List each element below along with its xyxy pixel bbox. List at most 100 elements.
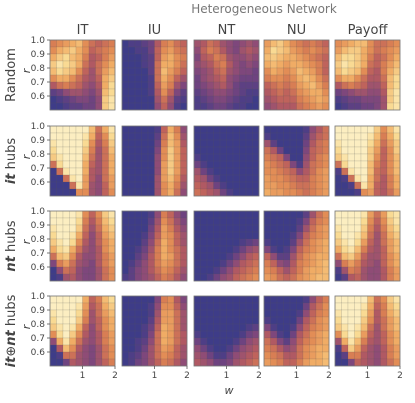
heatmap-cell xyxy=(347,181,355,190)
heatmap-cell xyxy=(154,351,162,360)
heatmap-cell xyxy=(245,330,253,339)
heatmap-cell xyxy=(322,139,330,148)
heatmap-cell xyxy=(180,238,188,247)
heatmap-cell xyxy=(270,323,278,332)
heatmap-cell xyxy=(315,132,323,141)
heatmap-cell xyxy=(309,95,317,104)
heatmap-cell xyxy=(232,316,240,325)
heatmap-cell xyxy=(101,102,109,111)
heatmap-cell xyxy=(386,60,394,69)
heatmap-cell xyxy=(128,259,136,268)
heatmap-cell xyxy=(82,174,90,183)
heatmap-cell xyxy=(101,295,109,304)
heatmap-cell xyxy=(315,358,323,367)
heatmap-cell xyxy=(334,125,342,134)
heatmap-cell xyxy=(180,224,188,233)
heatmap-cell xyxy=(108,316,116,325)
heatmap-cell xyxy=(354,330,362,339)
heatmap-cell xyxy=(88,167,96,176)
heatmap-cell xyxy=(141,60,149,69)
heatmap-cell xyxy=(62,174,70,183)
heatmap-cell xyxy=(160,337,168,346)
heatmap-cell xyxy=(232,238,240,247)
heatmap-cell xyxy=(69,217,77,226)
heatmap-cell xyxy=(160,160,168,169)
heatmap-cell xyxy=(380,81,388,90)
heatmap-cell xyxy=(309,210,317,219)
heatmap-cell xyxy=(386,146,394,155)
heatmap-cell xyxy=(232,146,240,155)
heatmap-cell xyxy=(101,259,109,268)
heatmap-cell xyxy=(347,252,355,261)
heatmap-cell xyxy=(393,344,401,353)
heatmap-cell xyxy=(154,217,162,226)
heatmap-cell xyxy=(167,217,175,226)
heatmap-cell xyxy=(56,245,64,254)
heatmap-cell xyxy=(226,95,234,104)
heatmap-cell xyxy=(213,337,221,346)
heatmap-cell xyxy=(213,295,221,304)
heatmap-cell xyxy=(101,139,109,148)
heatmap-cell xyxy=(62,60,70,69)
heatmap-cell xyxy=(270,95,278,104)
heatmap-cell xyxy=(82,323,90,332)
heatmap-cell xyxy=(62,88,70,97)
heatmap-cell xyxy=(101,188,109,197)
heatmap-cell xyxy=(56,188,64,197)
heatmap-cell xyxy=(147,337,155,346)
heatmap-cell xyxy=(373,46,381,55)
heatmap-cell xyxy=(180,102,188,111)
heatmap-cell xyxy=(75,252,83,261)
heatmap-cell xyxy=(95,210,103,219)
heatmap-cell xyxy=(213,217,221,226)
heatmap-cell xyxy=(219,210,227,219)
heatmap-cell xyxy=(69,309,77,318)
heatmap-cell xyxy=(341,351,349,360)
heatmap-cell xyxy=(200,160,208,169)
heatmap-cell xyxy=(173,95,181,104)
heatmap-cell xyxy=(62,181,70,190)
heatmap-cell xyxy=(341,344,349,353)
heatmap-cell xyxy=(200,39,208,48)
heatmap-cell xyxy=(232,95,240,104)
heatmap-cell xyxy=(393,67,401,76)
heatmap-cell xyxy=(360,358,368,367)
heatmap-cell xyxy=(167,344,175,353)
heatmap-cell xyxy=(270,74,278,83)
heatmap-cell xyxy=(121,88,129,97)
heatmap-cell xyxy=(193,67,201,76)
heatmap-cell xyxy=(315,181,323,190)
heatmap-cell xyxy=(322,74,330,83)
heatmap-cell xyxy=(347,188,355,197)
heatmap-cell xyxy=(283,295,291,304)
heatmap-cell xyxy=(193,316,201,325)
heatmap-cell xyxy=(75,46,83,55)
heatmap-cell xyxy=(193,351,201,360)
heatmap-cell xyxy=(263,217,271,226)
heatmap-cell xyxy=(276,67,284,76)
heatmap-cell xyxy=(69,132,77,141)
row-header-part: it xyxy=(4,173,19,184)
heatmap-cell xyxy=(219,217,227,226)
heatmap-cell xyxy=(69,46,77,55)
heatmap-cell xyxy=(75,60,83,69)
heatmap-cell xyxy=(75,344,83,353)
heatmap-cell xyxy=(334,316,342,325)
heatmap-cell xyxy=(82,231,90,240)
heatmap-cell xyxy=(134,39,142,48)
panel-frame xyxy=(193,39,260,111)
heatmap-cell xyxy=(206,337,214,346)
heatmap-cell xyxy=(128,266,136,275)
heatmap-cell xyxy=(232,60,240,69)
heatmap-cell xyxy=(367,337,375,346)
heatmap-cell xyxy=(154,167,162,176)
heatmap-cell xyxy=(276,153,284,162)
heatmap-cell xyxy=(101,330,109,339)
heatmap-cell xyxy=(263,132,271,141)
heatmap-cell xyxy=(347,266,355,275)
heatmap-cell xyxy=(367,188,375,197)
heatmap-cell xyxy=(276,174,284,183)
heatmap-cell xyxy=(315,351,323,360)
heatmap-cell xyxy=(160,188,168,197)
heatmap-cell xyxy=(180,323,188,332)
